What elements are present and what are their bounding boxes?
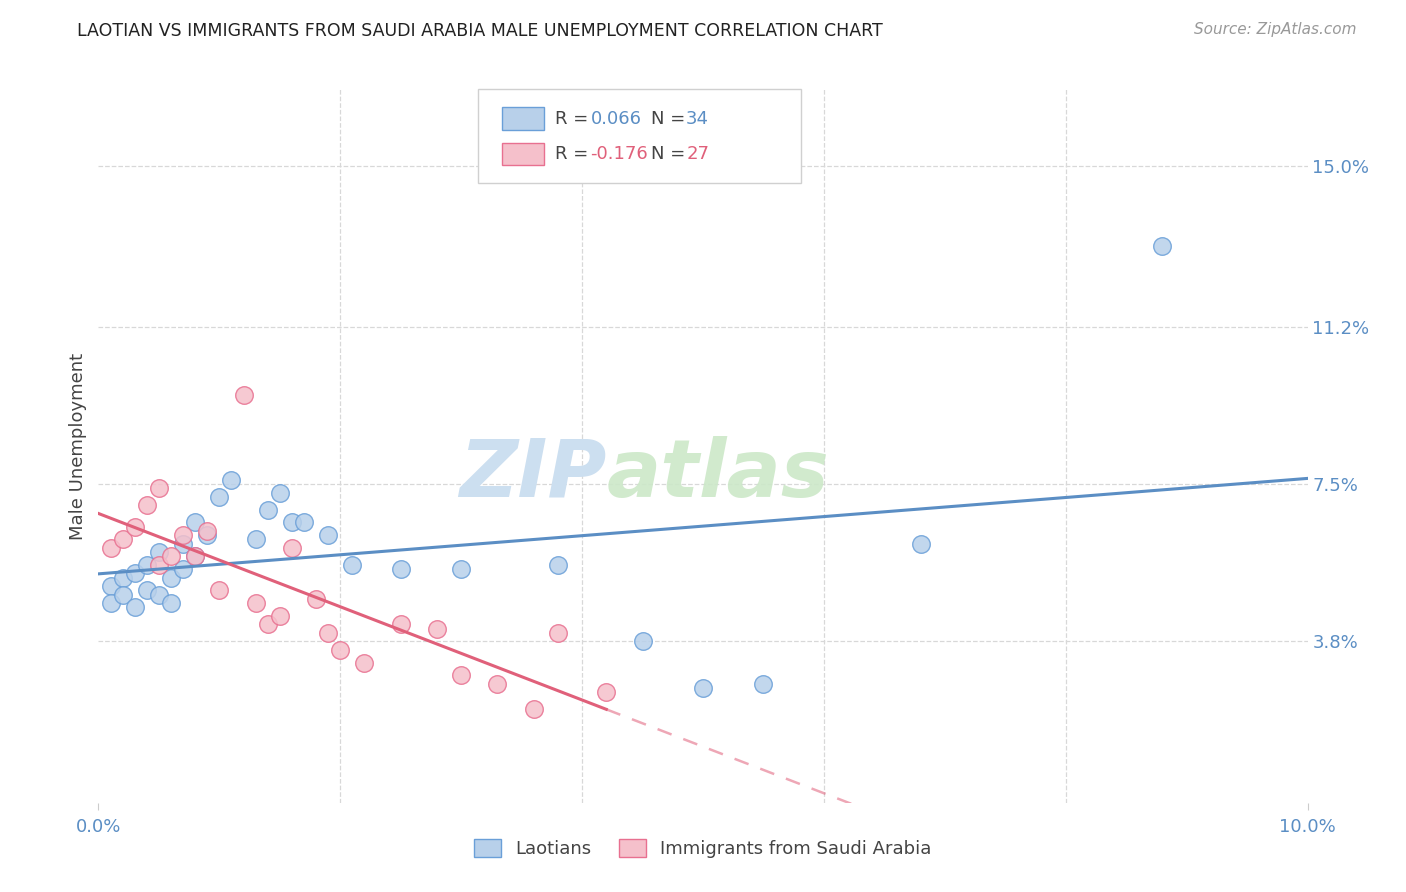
- Point: [100, 579, 122, 593]
- Y-axis label: Male Unemployment: Male Unemployment: [69, 352, 87, 540]
- Point: [172, 562, 194, 576]
- Point: [221, 473, 243, 487]
- Text: 34: 34: [686, 110, 709, 128]
- Point: [631, 634, 654, 648]
- Point: [316, 528, 339, 542]
- Point: [124, 519, 146, 533]
- Text: R =: R =: [555, 110, 595, 128]
- Point: [450, 562, 472, 576]
- Point: [148, 545, 170, 559]
- Point: [148, 482, 170, 496]
- Text: Source: ZipAtlas.com: Source: ZipAtlas.com: [1194, 22, 1357, 37]
- Point: [184, 516, 207, 530]
- Point: [329, 643, 352, 657]
- Point: [135, 499, 157, 513]
- Point: [353, 656, 375, 670]
- Text: -0.176: -0.176: [591, 145, 648, 163]
- Point: [232, 388, 254, 402]
- Point: [172, 537, 194, 551]
- Point: [148, 588, 170, 602]
- Point: [486, 677, 509, 691]
- Point: [256, 617, 278, 632]
- Point: [100, 596, 122, 610]
- Point: [910, 537, 932, 551]
- Point: [100, 541, 122, 555]
- Point: [184, 549, 207, 564]
- Text: 27: 27: [686, 145, 709, 163]
- Point: [426, 622, 449, 636]
- Point: [547, 558, 569, 572]
- Point: [292, 516, 315, 530]
- Point: [450, 668, 472, 682]
- Point: [172, 528, 194, 542]
- Text: R =: R =: [555, 145, 595, 163]
- Point: [148, 558, 170, 572]
- Point: [160, 596, 183, 610]
- Point: [256, 502, 278, 516]
- Text: 0.066: 0.066: [591, 110, 641, 128]
- Point: [124, 566, 146, 581]
- Text: LAOTIAN VS IMMIGRANTS FROM SAUDI ARABIA MALE UNEMPLOYMENT CORRELATION CHART: LAOTIAN VS IMMIGRANTS FROM SAUDI ARABIA …: [77, 22, 883, 40]
- Point: [111, 588, 134, 602]
- Point: [245, 533, 267, 547]
- Point: [1152, 239, 1174, 253]
- Point: [245, 596, 267, 610]
- Point: [160, 571, 183, 585]
- Point: [269, 608, 291, 623]
- Point: [281, 516, 304, 530]
- Point: [111, 571, 134, 585]
- Point: [752, 677, 775, 691]
- Point: [389, 617, 412, 632]
- Point: [184, 549, 207, 564]
- Point: [316, 626, 339, 640]
- Point: [692, 681, 714, 695]
- Point: [195, 524, 218, 538]
- Point: [195, 528, 218, 542]
- Point: [135, 558, 157, 572]
- Text: ZIP: ZIP: [458, 435, 606, 514]
- Point: [208, 583, 231, 598]
- Point: [547, 626, 569, 640]
- Point: [208, 490, 231, 504]
- Text: atlas: atlas: [606, 435, 830, 514]
- Point: [111, 533, 134, 547]
- Point: [269, 485, 291, 500]
- Point: [124, 600, 146, 615]
- Point: [523, 702, 546, 716]
- Text: N =: N =: [651, 145, 690, 163]
- Point: [135, 583, 157, 598]
- Point: [342, 558, 364, 572]
- Point: [389, 562, 412, 576]
- Point: [595, 685, 617, 699]
- Point: [305, 591, 328, 606]
- Point: [160, 549, 183, 564]
- Point: [281, 541, 304, 555]
- Legend: Laotians, Immigrants from Saudi Arabia: Laotians, Immigrants from Saudi Arabia: [467, 831, 939, 865]
- Text: N =: N =: [651, 110, 690, 128]
